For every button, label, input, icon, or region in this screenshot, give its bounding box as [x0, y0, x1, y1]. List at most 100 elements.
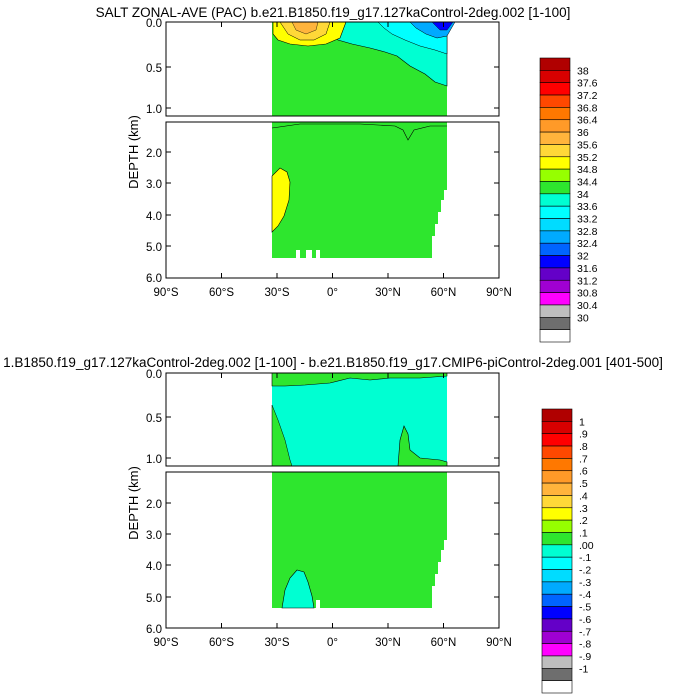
xtick-label: 90°N	[486, 637, 512, 649]
colorbar-label: -.9	[579, 651, 591, 663]
colorbar-label: .1	[579, 527, 588, 539]
colorbar-swatch	[541, 618, 573, 632]
colorbar-swatch	[539, 131, 571, 145]
xtick-label: 30°N	[375, 637, 401, 649]
xtick-label: 90°S	[153, 637, 178, 649]
xtick-label: 60°S	[209, 287, 234, 299]
colorbar-swatch	[539, 181, 571, 195]
colorbar-swatch	[539, 317, 571, 330]
colorbar-label: 37.6	[577, 78, 598, 90]
colorbar-label: .7	[579, 453, 588, 465]
xtick-label: 0°	[327, 637, 338, 649]
colorbar-swatch	[539, 267, 571, 281]
colorbar-label: -1	[579, 663, 588, 675]
colorbar-label: .4	[579, 490, 588, 502]
ytick-label: 2.0	[146, 148, 162, 160]
colorbar-swatch	[539, 242, 571, 256]
colorbar-swatch	[539, 304, 571, 318]
panel-1-ylabel: DEPTH (km)	[126, 115, 141, 189]
ytick-label: 4.0	[146, 211, 162, 223]
panel-1-upper-field	[272, 21, 456, 116]
colorbar-label: 33.6	[577, 201, 598, 213]
colorbar-swatch	[541, 408, 573, 422]
colorbar-label: 36.4	[577, 115, 598, 127]
colorbar-swatch	[539, 218, 571, 232]
colorbar-swatch	[539, 144, 571, 158]
ytick-label: 1.0	[146, 104, 162, 116]
panel-2-lower-field	[272, 472, 447, 609]
panel-1-title: SALT ZONAL-AVE (PAC) b.e21.B1850.f19_g17…	[96, 5, 571, 20]
panel-2-title: 1.B1850.f19_g17.127kaControl-2deg.002 [1…	[3, 355, 663, 370]
ytick-label: 3.0	[146, 179, 162, 191]
panel-2-spike-region	[397, 425, 448, 467]
panel-1-lower-field	[271, 122, 447, 258]
colorbar-swatch	[541, 630, 573, 644]
colorbar-label: -.1	[579, 552, 591, 564]
panel-2-upper-field	[271, 372, 448, 467]
colorbar-swatch	[541, 519, 573, 533]
colorbar-swatch	[541, 569, 573, 583]
colorbar-label: -.3	[579, 577, 591, 589]
colorbar-swatch	[539, 230, 571, 244]
colorbar-swatch	[541, 643, 573, 657]
ytick-label: 6.0	[146, 273, 162, 285]
ytick-label: 0.5	[146, 63, 162, 75]
colorbar-label: 1	[579, 416, 585, 428]
colorbar-swatch	[541, 482, 573, 496]
colorbar-label: .5	[579, 478, 588, 490]
xtick-label: 60°N	[431, 637, 457, 649]
colorbar-label: .8	[579, 441, 588, 453]
colorbar-label: .00	[579, 540, 594, 552]
xtick-label: 90°N	[486, 287, 512, 299]
panel-2-lower-ocean	[272, 472, 447, 608]
colorbar-swatch	[541, 495, 573, 509]
panel-2-upper-contour	[271, 372, 448, 387]
panel-2-upper-ocean	[272, 373, 447, 466]
colorbar-swatch	[539, 82, 571, 96]
ytick-label: 4.0	[146, 561, 162, 573]
colorbar-swatch	[541, 470, 573, 484]
colorbar-swatch	[541, 655, 573, 669]
colorbar-label: 34.4	[577, 176, 598, 188]
colorbar-label: 34.8	[577, 164, 598, 176]
colorbar-swatch	[539, 279, 571, 293]
colorbar-label: 30.4	[577, 300, 598, 312]
panel-2-x-axis	[165, 373, 500, 628]
panel-1-lower-ocean	[272, 122, 447, 258]
colorbar-swatch	[541, 445, 573, 459]
colorbar-label: 33.2	[577, 214, 598, 226]
ytick-label: 1.0	[146, 454, 162, 466]
colorbar-label: 36	[577, 127, 589, 139]
colorbar-label: -.5	[579, 602, 591, 614]
colorbar-label: -.7	[579, 626, 591, 638]
colorbar-label: -.6	[579, 614, 591, 626]
colorbar-swatch	[539, 193, 571, 207]
colorbar-swatch	[539, 94, 571, 108]
colorbar-label: 38	[577, 65, 589, 77]
panel-1-x-axis	[165, 22, 500, 278]
xtick-label: 90°S	[153, 287, 178, 299]
ytick-label: 5.0	[146, 242, 162, 254]
panel-1-y-axis	[166, 21, 499, 247]
colorbar-swatch	[541, 581, 573, 595]
colorbar-swatch	[541, 593, 573, 607]
colorbar-swatch	[541, 532, 573, 546]
xtick-label: 60°S	[209, 637, 234, 649]
panel-2-xtick-labels: 90°S 60°S 30°S 0° 30°N 60°N 90°N	[153, 637, 511, 649]
colorbar-swatch	[539, 255, 571, 269]
panel-1-deep-salty-region	[271, 167, 291, 233]
colorbar-swatch	[539, 329, 571, 343]
ytick-label: 6.0	[146, 624, 162, 636]
colorbar-label: -.4	[579, 589, 591, 601]
colorbar-swatch	[541, 507, 573, 521]
colorbar-label: 35.6	[577, 139, 598, 151]
colorbar-swatch	[541, 680, 573, 694]
colorbar-swatch	[541, 421, 573, 434]
panel-1-lower-contour	[271, 123, 447, 141]
panel-1-ytick-labels: 0.0 0.5 1.0 2.0 3.0 4.0 5.0 6.0	[146, 18, 162, 285]
panel-1: SALT ZONAL-AVE (PAC) b.e21.B1850.f19_g17…	[96, 5, 598, 343]
colorbar-label: 31.2	[577, 275, 598, 287]
colorbar-swatch	[539, 205, 571, 219]
ytick-label: 0.0	[146, 18, 162, 30]
